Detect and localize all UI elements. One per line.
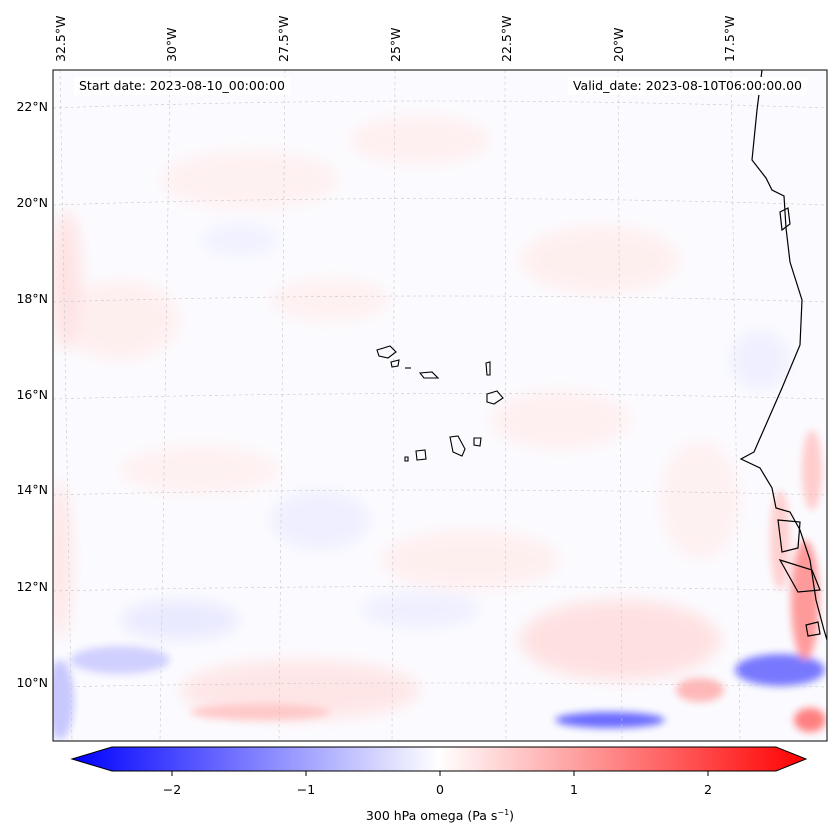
lat-label-18n: 18°N	[16, 291, 48, 306]
lat-label-16n: 16°N	[16, 387, 48, 402]
lon-label-25w: 25°W	[388, 27, 403, 62]
lon-label-17-5w: 17.5°W	[722, 15, 737, 62]
colorbar-label: 300 hPa omega (Pa s−1)	[366, 808, 514, 823]
colorbar-tick-minus-2: −2	[162, 782, 182, 797]
lon-label-20w: 20°W	[611, 27, 626, 62]
colorbar-tick-0: 0	[436, 782, 444, 797]
lat-label-14n: 14°N	[16, 482, 48, 497]
colorbar	[70, 746, 808, 776]
lon-label-32-5w: 32.5°W	[53, 15, 68, 62]
coastline	[739, 70, 827, 641]
start-date-label: Start date: 2023-08-10_00:00:00	[74, 77, 290, 95]
colorbar-label-sup: −1	[497, 808, 510, 817]
lat-label-12n: 12°N	[16, 579, 48, 594]
omega-field	[53, 70, 827, 741]
colorbar-label-suffix: )	[509, 808, 515, 824]
colorbar-tick-1: 1	[570, 782, 578, 797]
lon-label-27-5w: 27.5°W	[276, 15, 291, 62]
cape-verde-islands	[376, 345, 504, 462]
colorbar-tick-minus-1: −1	[296, 782, 316, 797]
lat-label-20n: 20°N	[16, 195, 48, 210]
map-frame	[52, 69, 828, 742]
valid-date-label: Valid_date: 2023-08-10T06:00:00.00	[567, 77, 807, 95]
lat-label-10n: 10°N	[16, 675, 48, 690]
colorbar-tick-2: 2	[704, 782, 712, 797]
lon-label-22-5w: 22.5°W	[499, 15, 514, 62]
lat-label-22n: 22°N	[16, 99, 48, 114]
colorbar-label-prefix: 300 hPa omega (Pa s	[365, 808, 498, 824]
lon-label-30w: 30°W	[164, 27, 179, 62]
graticule	[53, 70, 827, 741]
